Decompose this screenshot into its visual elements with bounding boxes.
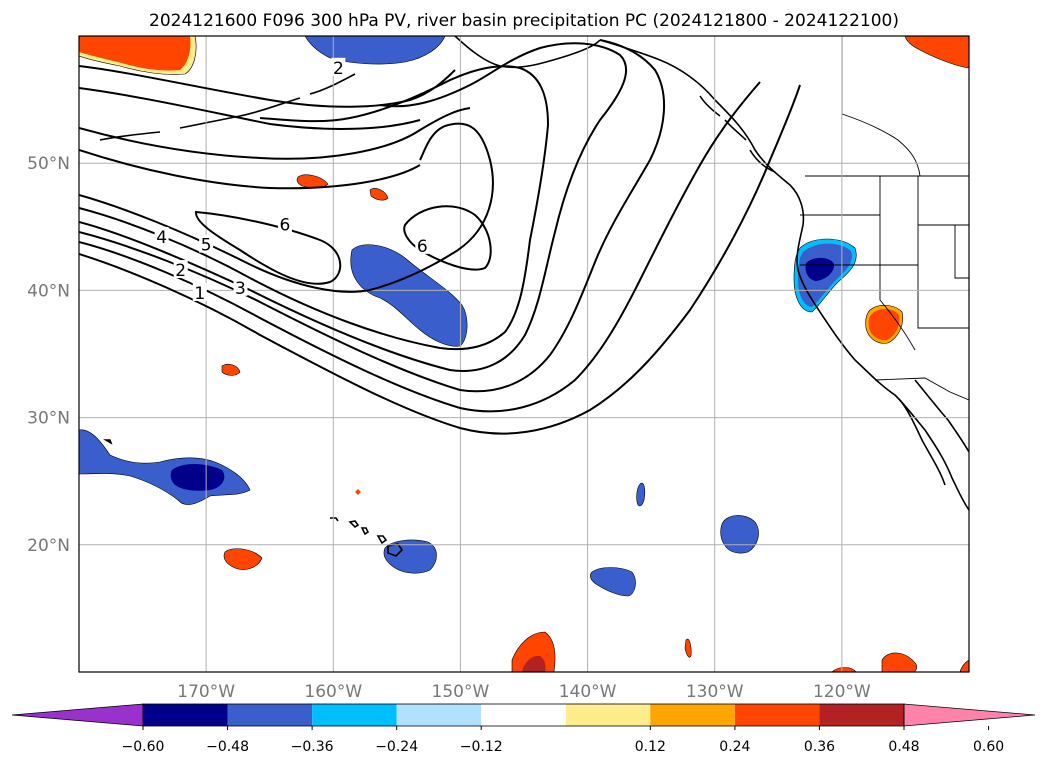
us-mexico-border	[874, 377, 969, 401]
pv-contours	[79, 39, 801, 435]
negative-anomaly-hawaii	[383, 539, 437, 574]
colorbar-tick-label: 0.60	[973, 739, 1004, 755]
pv-contour-1	[79, 84, 801, 435]
positive-anomaly-northwest-inner	[79, 36, 191, 71]
colorbar: −0.60 −0.48 −0.36 −0.24 −0.12 0.12 0.24 0.36 0.4…	[11, 703, 1036, 755]
pv-contour-6a	[79, 122, 494, 293]
alaska-peninsula-coast	[454, 36, 601, 69]
colorbar-tick-label: −0.36	[291, 739, 334, 755]
negative-anomaly-subtropical	[590, 567, 636, 597]
lon-tick-label: 160°W	[304, 682, 362, 702]
contour-label-bg	[154, 226, 169, 245]
pv-contour-label: 6	[280, 215, 291, 235]
positive-anomaly-small-1	[221, 363, 241, 376]
colorbar-tick-label: 0.36	[804, 739, 835, 755]
colorbar-frame	[142, 703, 905, 727]
positive-anomaly-southeast-3	[959, 659, 969, 672]
pv-contour-outer-1	[79, 107, 471, 190]
positive-anomaly-south-core	[522, 655, 546, 672]
longitude-tick-labels: 170°W 160°W 150°W 140°W 130°W 120°W	[177, 682, 871, 702]
figure-title: 2024121600 F096 300 hPa PV, river basin …	[149, 11, 899, 31]
contour-label-bg	[277, 214, 292, 233]
negative-anomaly-california-core	[805, 257, 835, 281]
colorbar-tick-label: −0.60	[122, 739, 165, 755]
lon-tick-label: 150°W	[432, 682, 490, 702]
colorbar-extend-high	[903, 703, 1036, 727]
positive-anomaly-small-2	[223, 548, 263, 570]
colorbar-segment	[396, 704, 482, 726]
positive-anomaly-nevada-core	[868, 309, 900, 341]
colorbar-segment	[650, 704, 735, 726]
pv-contour-4	[79, 42, 628, 372]
contour-label-bg	[233, 277, 248, 296]
colorbar-tick-label: −0.24	[375, 739, 418, 755]
lat-tick-label: 20°N	[27, 536, 70, 556]
pv-contour-6b	[195, 210, 342, 285]
colorbar-tick-label: −0.12	[460, 739, 503, 755]
contour-label-bg	[331, 57, 346, 76]
latitude-tick-labels: 20°N 30°N 40°N 50°N	[27, 154, 70, 556]
negative-anomaly-dateline-core	[170, 464, 225, 491]
colorbar-segment	[565, 704, 651, 726]
pv-contour-outer-2	[79, 65, 456, 130]
pv-contour-label: 2	[175, 261, 186, 281]
colorbar-segment	[734, 704, 820, 726]
pv-contour-label: 6	[417, 237, 428, 257]
colorbar-segment	[143, 704, 228, 726]
aleutian-chain	[99, 73, 356, 141]
pv-contour-label: 1	[194, 284, 205, 304]
colorbar-tick-label: −0.48	[206, 739, 249, 755]
pv-contour-label: 2	[333, 59, 344, 79]
lat-tick-label: 30°N	[27, 409, 70, 429]
pv-contour-2	[79, 81, 761, 413]
positive-anomaly-gulf-blob-2	[369, 188, 389, 201]
contour-label-bg	[173, 260, 188, 279]
lon-tick-label: 170°W	[177, 682, 235, 702]
positive-anomaly-tiny	[355, 489, 361, 495]
positive-anomaly-south-small	[684, 638, 692, 658]
lon-tick-label: 140°W	[559, 682, 617, 702]
lat-tick-label: 50°N	[27, 154, 70, 174]
colorbar-segment	[227, 704, 313, 726]
colorbar-segment	[819, 704, 904, 726]
colorbar-extend-low	[11, 703, 144, 727]
precip-anomaly-shading	[79, 36, 969, 672]
political-borders	[800, 36, 969, 401]
lat-tick-label: 40°N	[27, 281, 70, 301]
pv-contour-6c	[403, 205, 492, 271]
baja-california-coast	[899, 379, 969, 486]
positive-anomaly-northeast	[904, 36, 969, 69]
colorbar-tick-label: 0.24	[719, 739, 750, 755]
state-borders	[800, 176, 969, 351]
colorbar-tick-label: 0.48	[888, 739, 919, 755]
negative-anomaly-small	[636, 482, 646, 507]
lon-tick-label: 120°W	[813, 682, 871, 702]
hawaiian-islands	[330, 517, 404, 557]
negative-anomaly-aleutian-north	[304, 36, 446, 65]
colorbar-segment	[481, 704, 566, 726]
contour-label-bg	[199, 234, 214, 253]
pv-contour-label: 5	[201, 236, 212, 256]
pv-contour-label: 4	[156, 228, 167, 248]
northwest-island	[103, 439, 113, 445]
pv-contour-3	[79, 39, 666, 393]
contour-label-bg	[415, 235, 430, 254]
colorbar-segment	[312, 704, 397, 726]
map-frame	[78, 35, 970, 673]
pv-contour-label: 3	[235, 279, 246, 299]
contour-label-bg	[192, 282, 207, 301]
negative-anomaly-east-pacific	[720, 515, 759, 554]
colorbar-tick-label: 0.12	[635, 739, 666, 755]
lon-tick-label: 130°W	[686, 682, 744, 702]
